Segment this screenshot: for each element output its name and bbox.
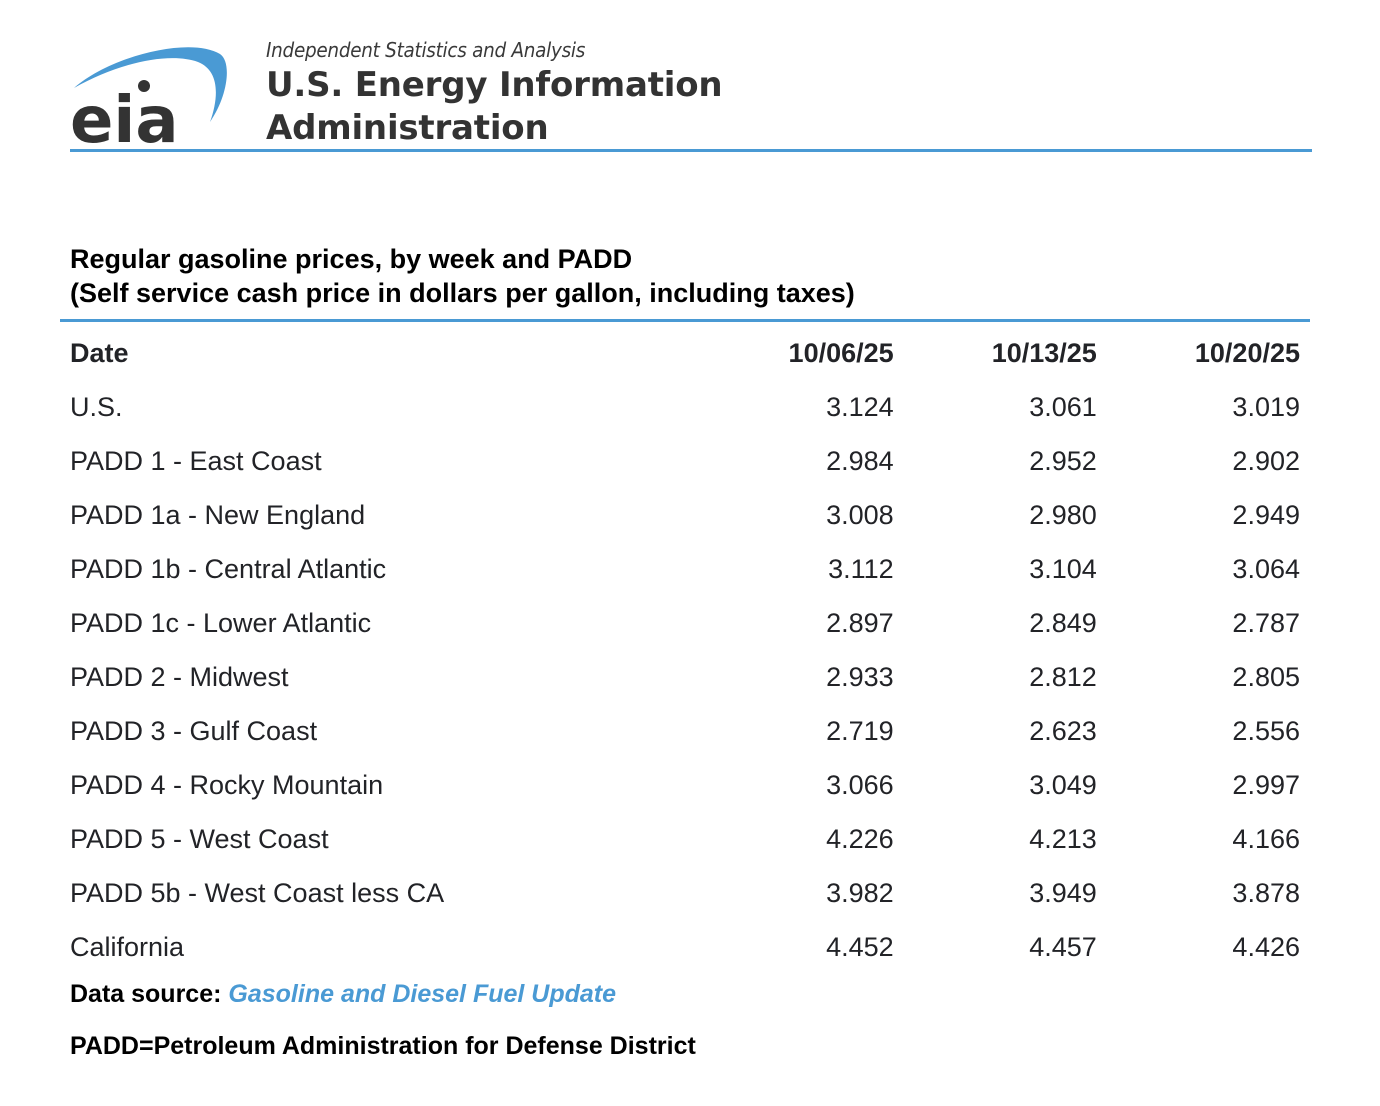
- price-cell: 4.166: [1232, 823, 1300, 854]
- tagline: Independent Statistics and Analysis: [266, 38, 586, 62]
- row-label: U.S.: [70, 391, 123, 422]
- agency-name-line1: U.S. Energy Information: [266, 65, 723, 105]
- table-row: PADD 1b - Central Atlantic 3.112 3.104 3.06…: [70, 542, 1300, 596]
- table-row: PADD 5 - West Coast 4.226 4.213 4.166: [70, 812, 1300, 866]
- price-cell: 3.104: [1029, 553, 1097, 584]
- table-divider: [60, 319, 1310, 322]
- price-cell: 3.049: [1029, 769, 1097, 800]
- table-row: PADD 2 - Midwest 2.933 2.812 2.805: [70, 650, 1300, 704]
- table-row: PADD 1a - New England 3.008 2.980 2.949: [70, 488, 1300, 542]
- price-cell: 4.457: [1029, 931, 1097, 962]
- price-cell: 3.066: [826, 769, 894, 800]
- price-cell: 2.812: [1029, 661, 1097, 692]
- table-title: Regular gasoline prices, by week and PAD…: [70, 242, 855, 310]
- price-cell: 3.982: [826, 877, 894, 908]
- table-row: California 4.452 4.457 4.426: [70, 920, 1300, 974]
- price-cell: 2.997: [1232, 769, 1300, 800]
- table-header-row: Date 10/06/25 10/13/25 10/20/25: [70, 326, 1300, 380]
- column-header-week: 10/20/25: [1194, 337, 1300, 368]
- price-cell: 2.623: [1029, 715, 1097, 746]
- row-label: PADD 1b - Central Atlantic: [70, 553, 387, 584]
- price-cell: 3.061: [1029, 391, 1097, 422]
- price-cell: 3.949: [1029, 877, 1097, 908]
- agency-name: U.S. Energy Information Administration: [266, 64, 723, 150]
- price-cell: 2.984: [826, 445, 894, 476]
- row-label: PADD 3 - Gulf Coast: [70, 715, 318, 746]
- header-divider: [70, 149, 1312, 152]
- price-cell: 2.933: [826, 661, 894, 692]
- padd-note: PADD=Petroleum Administration for Defens…: [70, 1032, 696, 1060]
- row-label: PADD 2 - Midwest: [70, 661, 289, 692]
- column-header-week: 10/13/25: [991, 337, 1097, 368]
- price-cell: 2.787: [1232, 607, 1300, 638]
- table-row: U.S. 3.124 3.061 3.019: [70, 380, 1300, 434]
- gas-price-table: Date 10/06/25 10/13/25 10/20/25 U.S. 3.12…: [70, 326, 1300, 974]
- table-row: PADD 3 - Gulf Coast 2.719 2.623 2.556: [70, 704, 1300, 758]
- row-label: PADD 1 - East Coast: [70, 445, 322, 476]
- price-cell: 2.949: [1232, 499, 1300, 530]
- price-cell: 2.849: [1029, 607, 1097, 638]
- table-row: PADD 5b - West Coast less CA 3.982 3.949 3.…: [70, 866, 1300, 920]
- price-cell: 3.878: [1232, 877, 1300, 908]
- price-cell: 4.452: [826, 931, 894, 962]
- price-cell: 3.124: [826, 391, 894, 422]
- row-label: California: [70, 931, 185, 962]
- price-cell: 3.019: [1232, 391, 1300, 422]
- price-cell: 2.897: [826, 607, 894, 638]
- price-cell: 2.556: [1232, 715, 1300, 746]
- eia-header: eia Independent Statistics and Analysis …: [70, 30, 1312, 152]
- row-label: PADD 4 - Rocky Mountain: [70, 769, 384, 800]
- table-title-line1: Regular gasoline prices, by week and PAD…: [70, 244, 633, 274]
- row-label: PADD 5b - West Coast less CA: [70, 877, 445, 908]
- price-cell: 2.805: [1232, 661, 1300, 692]
- row-label: PADD 1a - New England: [70, 499, 366, 530]
- price-cell: 4.426: [1232, 931, 1300, 962]
- column-header-date: Date: [70, 337, 129, 368]
- price-cell: 2.952: [1029, 445, 1097, 476]
- column-header-week: 10/06/25: [788, 337, 894, 368]
- price-cell: 4.213: [1029, 823, 1097, 854]
- table-row: PADD 1c - Lower Atlantic 2.897 2.849 2.787: [70, 596, 1300, 650]
- data-source: Data source: Gasoline and Diesel Fuel Up…: [70, 980, 616, 1009]
- table-subtitle: (Self service cash price in dollars per …: [70, 278, 855, 308]
- price-cell: 2.980: [1029, 499, 1097, 530]
- data-source-link[interactable]: Gasoline and Diesel Fuel Update: [228, 980, 617, 1008]
- price-cell: 2.719: [826, 715, 894, 746]
- svg-text:eia: eia: [70, 84, 179, 146]
- price-cell: 3.112: [828, 553, 894, 584]
- price-cell: 4.226: [826, 823, 894, 854]
- price-cell: 3.008: [826, 499, 894, 530]
- row-label: PADD 1c - Lower Atlantic: [70, 607, 372, 638]
- table-row: PADD 1 - East Coast 2.984 2.952 2.902: [70, 434, 1300, 488]
- table-row: PADD 4 - Rocky Mountain 3.066 3.049 2.997: [70, 758, 1300, 812]
- data-source-label: Data source:: [70, 980, 222, 1008]
- price-cell: 2.902: [1232, 445, 1300, 476]
- row-label: PADD 5 - West Coast: [70, 823, 329, 854]
- agency-name-line2: Administration: [266, 108, 549, 148]
- eia-logo: eia: [70, 47, 227, 146]
- price-cell: 3.064: [1232, 553, 1300, 584]
